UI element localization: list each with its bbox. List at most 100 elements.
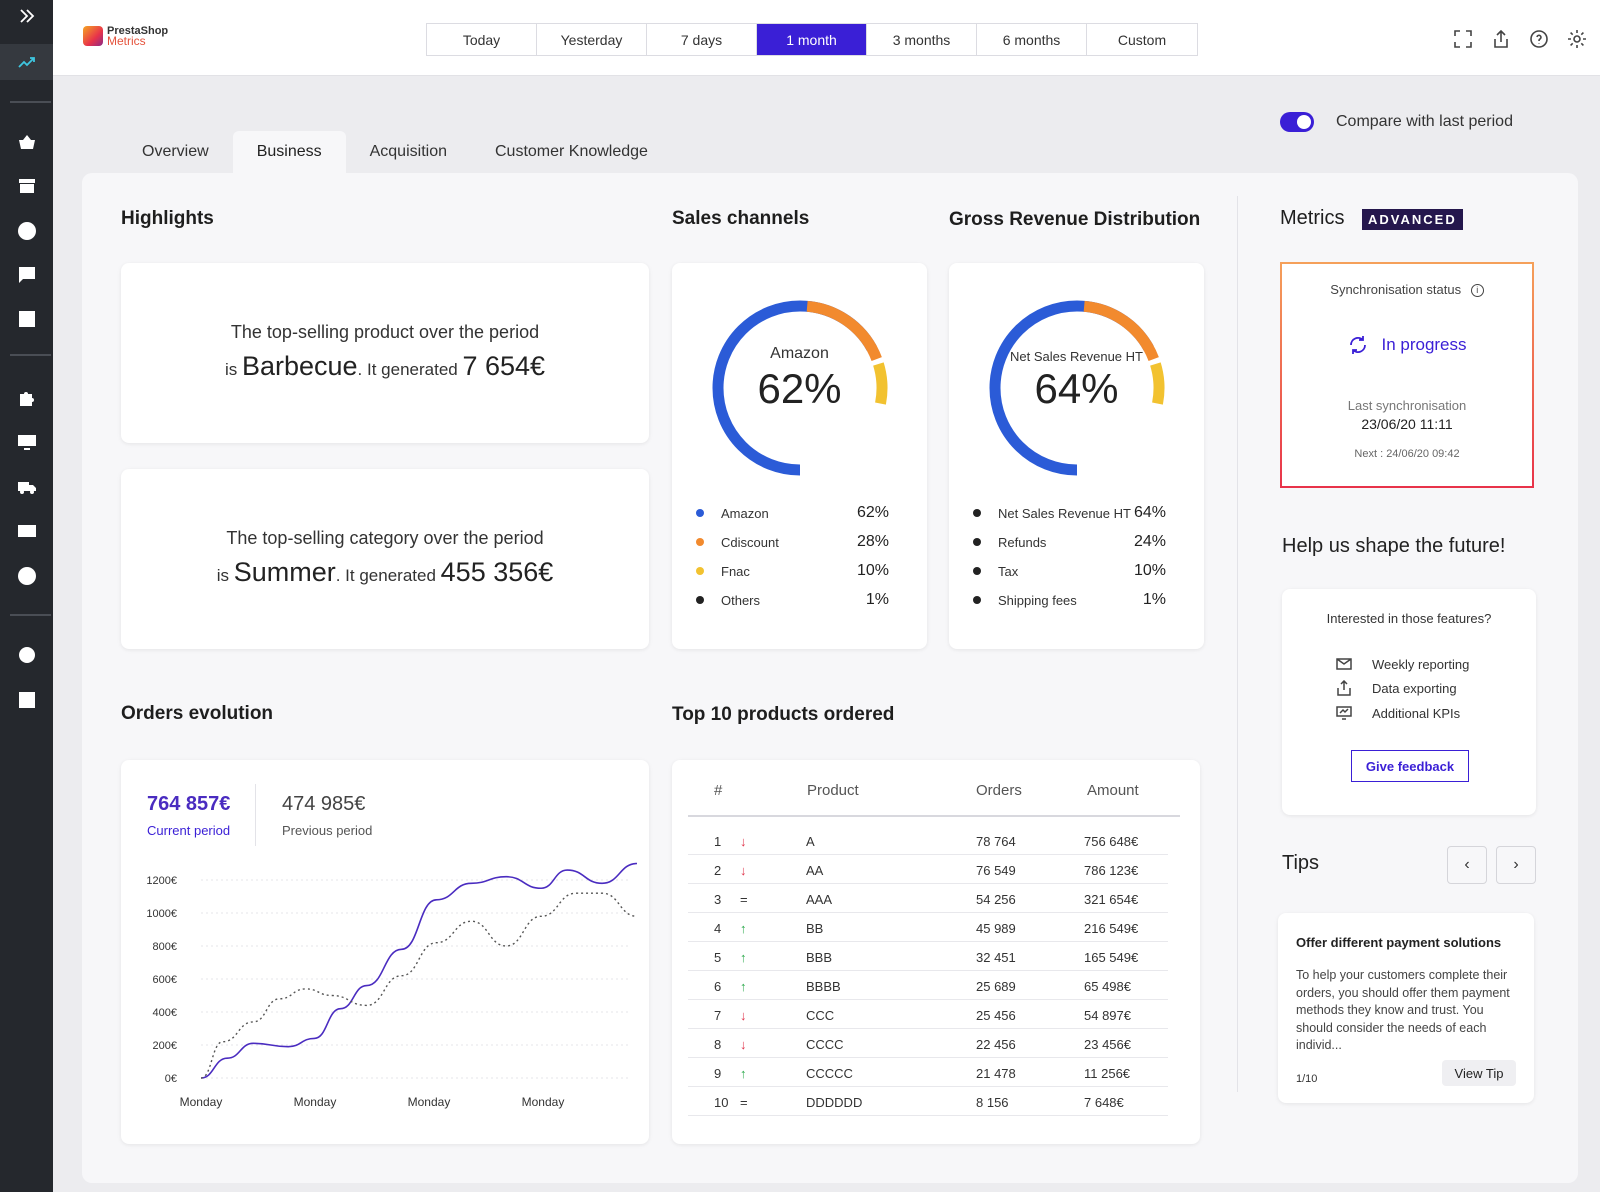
- kpi-divider: [255, 784, 256, 846]
- tab-customer-knowledge[interactable]: Customer Knowledge: [494, 143, 648, 160]
- orders-cell: 76 549: [976, 863, 1016, 878]
- tips-prev-button[interactable]: ‹: [1447, 846, 1487, 884]
- orders-evolution-title: Orders evolution: [121, 703, 274, 724]
- period-1-month[interactable]: 1 month: [757, 24, 867, 55]
- highlight-is: is: [216, 566, 229, 585]
- logo-mark-icon: [83, 26, 103, 46]
- payment-card-icon[interactable]: [0, 513, 53, 549]
- feature-label: Additional KPIs: [1372, 705, 1461, 721]
- international-globe-icon[interactable]: [0, 558, 53, 594]
- legend-item: Net Sales Revenue HT 64%: [973, 503, 1166, 523]
- col-header-product: Product: [807, 782, 859, 799]
- shipping-truck-icon[interactable]: [0, 469, 53, 505]
- sync-status-text: Synchronisation status: [1330, 282, 1462, 297]
- table-row: 2 ↓ AA 76 549 786 123€: [688, 855, 1168, 884]
- period-7-days[interactable]: 7 days: [647, 24, 757, 55]
- period-custom[interactable]: Custom: [1117, 31, 1167, 48]
- amount-cell: 54 897€: [1084, 1008, 1131, 1023]
- last-sync-value: 23/06/20 11:11: [1361, 416, 1453, 432]
- table-row: 8 ↓ CCCC 22 456 23 456€: [688, 1029, 1168, 1058]
- feature-label: Data exporting: [1372, 680, 1457, 696]
- catalog-store-icon[interactable]: [0, 168, 53, 204]
- orders-basket-icon[interactable]: [0, 124, 53, 160]
- stats-chart-icon[interactable]: [0, 301, 53, 337]
- tab-overview[interactable]: Overview: [142, 143, 209, 160]
- last-sync-label: Last synchronisation: [1347, 398, 1467, 413]
- tab-business[interactable]: Business: [232, 131, 346, 173]
- legend-label: Refunds: [998, 534, 1047, 550]
- legend-label: Shipping fees: [998, 592, 1077, 608]
- give-feedback-button[interactable]: Give feedback: [1351, 750, 1469, 782]
- y-tick-label: 600€: [153, 974, 177, 986]
- compare-toggle[interactable]: [1280, 112, 1314, 132]
- gross-revenue-center-label: Net Sales Revenue HT: [1010, 349, 1143, 364]
- sync-status-card: Synchronisation status i In progress Las…: [1280, 262, 1534, 488]
- tab-acquisition[interactable]: Acquisition: [369, 143, 447, 160]
- settings-gear-icon[interactable]: [1566, 28, 1588, 50]
- fullscreen-icon[interactable]: [1452, 28, 1474, 50]
- legend-item: Others 1%: [696, 590, 889, 610]
- amount-cell: 321 654€: [1084, 892, 1139, 907]
- expand-sidebar-icon[interactable]: [0, 0, 53, 32]
- legend-label: Amazon: [721, 505, 769, 521]
- table-row: 4 ↑ BB 45 989 216 549€: [688, 913, 1168, 942]
- period-today[interactable]: Today: [427, 24, 537, 55]
- feature-additional-kpis: Additional KPIs: [1336, 705, 1460, 721]
- product-cell: AAA: [806, 892, 833, 907]
- view-tip-button[interactable]: View Tip: [1442, 1060, 1516, 1086]
- legend-item: Fnac 10%: [696, 561, 889, 581]
- help-icon[interactable]: [1528, 28, 1550, 50]
- compare-toggle-group: Compare with last period: [1280, 112, 1513, 132]
- legend-dot: [973, 596, 981, 604]
- y-tick-label: 400€: [153, 1007, 177, 1019]
- legend-value: 64%: [1133, 504, 1166, 521]
- amount-cell: 23 456€: [1084, 1037, 1131, 1052]
- sidebar-divider: [10, 354, 51, 356]
- feedback-title: Help us shape the future!: [1282, 535, 1506, 557]
- amount-cell: 786 123€: [1084, 863, 1139, 878]
- rank-cell: 1: [714, 834, 722, 849]
- highlight-category-line1: The top-selling category over the period: [226, 528, 544, 548]
- rank-cell: 8: [714, 1037, 722, 1052]
- messages-chat-icon[interactable]: [0, 257, 53, 293]
- sidebar-divider: [10, 101, 51, 103]
- highlight-product-name: Barbecue: [241, 351, 358, 381]
- sync-status-label: Synchronisation status i: [1282, 282, 1532, 298]
- rank-cell: 10: [714, 1095, 729, 1110]
- legend-item: Tax 10%: [973, 561, 1166, 581]
- next-sync: Next : 24/06/20 09:42: [1354, 448, 1460, 460]
- sidebar-divider: [10, 614, 51, 616]
- highlights-title: Highlights: [121, 208, 214, 229]
- stats-trend-icon[interactable]: [0, 44, 53, 80]
- legend-dot: [973, 567, 981, 575]
- trend-arrow-icon: ↑: [740, 1066, 747, 1081]
- rank-cell: 3: [714, 892, 722, 907]
- period-yesterday[interactable]: Yesterday: [537, 24, 647, 55]
- y-tick-label: 800€: [153, 941, 177, 953]
- previous-period-label: Previous period: [282, 823, 373, 838]
- tips-next-button[interactable]: ›: [1496, 846, 1536, 884]
- metrics-title: Metrics: [1280, 207, 1345, 229]
- modules-puzzle-icon[interactable]: [0, 380, 53, 416]
- customers-user-icon[interactable]: [0, 213, 53, 249]
- legend-value: 1%: [865, 591, 889, 608]
- legend-dot: [696, 596, 704, 604]
- period-6-months[interactable]: 6 months: [977, 24, 1087, 55]
- design-monitor-icon[interactable]: [0, 424, 53, 460]
- advanced-settings-icon[interactable]: [0, 682, 53, 718]
- current-period-line: [200, 862, 638, 1079]
- settings-gear-icon[interactable]: [0, 637, 53, 673]
- export-share-icon[interactable]: [1490, 28, 1512, 50]
- legend-value: 24%: [1133, 533, 1166, 550]
- sales-channels-card: Amazon 62% Amazon 62% Cdiscount 28% Fnac 10% O…: [672, 263, 927, 649]
- info-icon[interactable]: i: [1470, 284, 1484, 298]
- legend-value: 10%: [1133, 562, 1166, 579]
- gross-revenue-title: Gross Revenue Distribution: [949, 209, 1201, 230]
- period-3-months[interactable]: 3 months: [867, 24, 977, 55]
- col-header-orders: Orders: [976, 782, 1022, 799]
- current-period-value: 764 857€: [147, 793, 231, 815]
- feedback-question: Interested in those features?: [1326, 611, 1492, 626]
- legend-value: 1%: [1142, 591, 1166, 608]
- top-products-title: Top 10 products ordered: [672, 704, 895, 725]
- trend-arrow-icon: ↓: [740, 863, 747, 878]
